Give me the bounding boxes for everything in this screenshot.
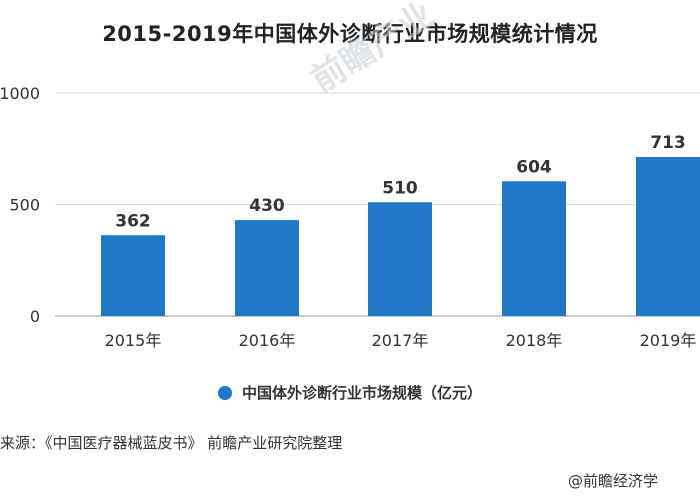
- bar: [502, 181, 566, 316]
- x-tick-label: 2015年: [105, 331, 162, 350]
- y-tick-label: 500: [9, 196, 40, 215]
- y-tick-label: 0: [30, 307, 40, 326]
- data-label: 430: [249, 196, 285, 216]
- chart-title: 2015-2019年中国体外诊断行业市场规模统计情况: [102, 22, 598, 46]
- y-tick-label: 1000: [0, 84, 40, 103]
- bar: [101, 235, 165, 316]
- bar: [235, 220, 299, 316]
- x-tick-label: 2016年: [239, 331, 296, 350]
- bar: [636, 157, 700, 316]
- data-label: 713: [650, 133, 686, 153]
- x-tick-label: 2019年: [640, 331, 697, 350]
- data-label: 510: [382, 178, 418, 198]
- footer-brand: @前瞻经济学: [568, 472, 659, 490]
- source-note: 来源：《中国医疗器械蓝皮书》 前瞻产业研究院整理: [0, 434, 343, 452]
- x-tick-label: 2018年: [506, 331, 563, 350]
- legend-label: 中国体外诊断行业市场规模（亿元）: [241, 384, 482, 402]
- legend-swatch: [217, 386, 232, 400]
- data-label: 604: [516, 157, 552, 177]
- x-tick-label: 2017年: [372, 331, 429, 350]
- data-label: 362: [115, 211, 151, 231]
- legend: 中国体外诊断行业市场规模（亿元）: [0, 382, 700, 403]
- bar: [368, 202, 432, 316]
